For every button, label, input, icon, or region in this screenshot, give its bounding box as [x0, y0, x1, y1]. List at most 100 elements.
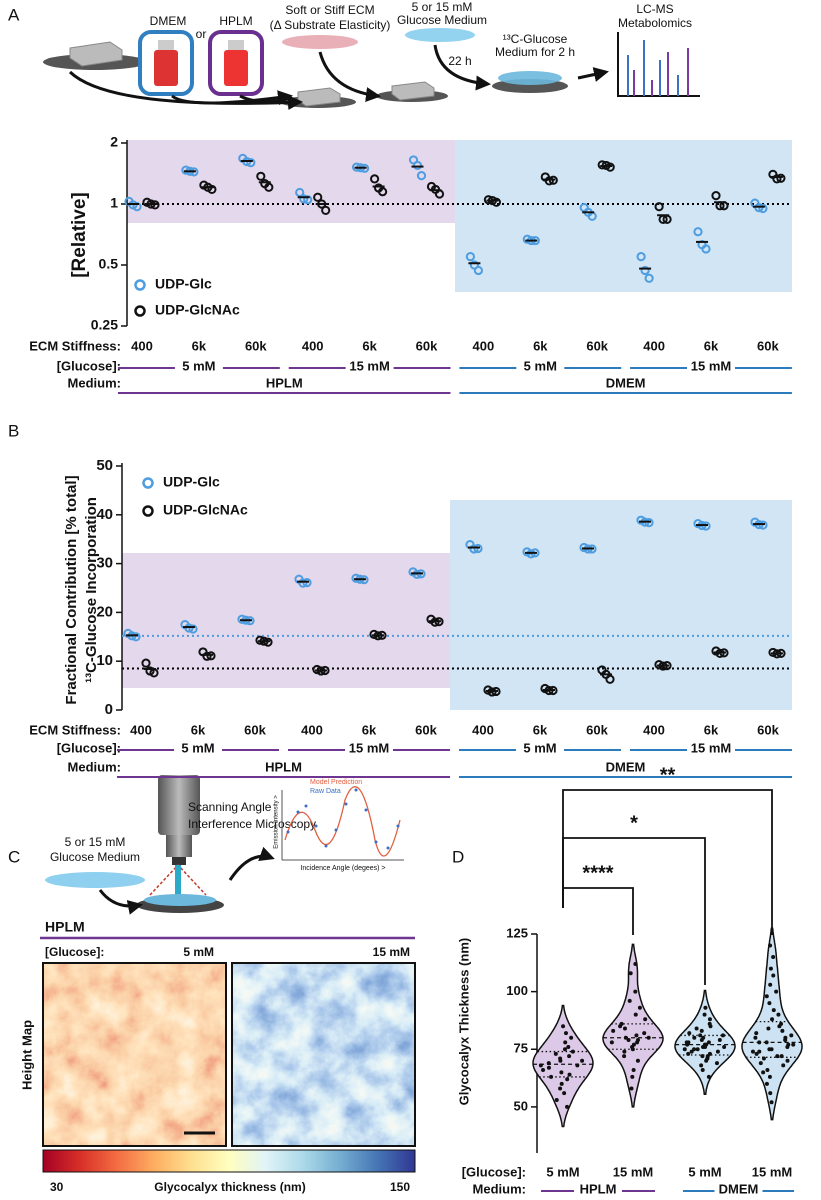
significance-label: ****: [582, 862, 613, 884]
y-tick-label: 0.25: [91, 317, 118, 333]
data-point: [692, 1035, 697, 1040]
data-point: [715, 1049, 720, 1054]
data-point: [635, 1058, 640, 1063]
data-point: [643, 1017, 648, 1022]
data-point: [465, 252, 475, 262]
data-point: [412, 160, 423, 171]
data-point: [776, 173, 786, 183]
data-point: [566, 1044, 571, 1049]
data-point: [636, 252, 646, 262]
data-point: [766, 1026, 771, 1031]
glucose-label: 5 mM: [524, 358, 557, 373]
data-point: [605, 162, 615, 172]
stiffness-label: 400: [643, 722, 665, 737]
violin: [532, 1004, 594, 1128]
stiffness-label: 6k: [362, 338, 377, 353]
panel-c: 5 or 15 mM Glucose Medium Scanning Angle…: [19, 775, 416, 1194]
legend-label: Raw Data: [310, 788, 341, 795]
data-point: [780, 1028, 785, 1033]
data-point: [764, 1040, 769, 1045]
data-point: [767, 1074, 772, 1079]
data-point: [785, 1058, 790, 1063]
stiffness-label: 60k: [416, 338, 438, 353]
data-point: [298, 578, 308, 588]
data-point: [303, 195, 313, 205]
data-point: [702, 1012, 707, 1017]
data-point: [644, 273, 654, 283]
stiffness-label: 400: [302, 338, 324, 353]
data-point: [141, 658, 151, 668]
data-point: [711, 191, 721, 201]
data-point: [370, 174, 380, 184]
data-point: [687, 1031, 692, 1036]
legend-label: UDP-Glc: [155, 276, 212, 292]
data-point: [706, 1074, 711, 1079]
y-tick-label: 0: [105, 701, 113, 718]
data-point: [565, 1077, 570, 1082]
data-point: [570, 1049, 575, 1054]
shaded-region: [455, 140, 792, 292]
y-tick-label: 75: [514, 1041, 528, 1056]
data-point: [561, 1024, 566, 1029]
stiffness-label: 6k: [533, 338, 548, 353]
stiffness-label: 400: [473, 338, 495, 353]
data-point: [764, 994, 769, 999]
data-point: [789, 1033, 794, 1038]
data-point: [559, 1081, 564, 1086]
label: 22 h: [448, 54, 471, 68]
data-point: [378, 187, 388, 197]
data-point: [701, 1035, 706, 1040]
data-point: [609, 1040, 614, 1045]
label: (Δ Substrate Elasticity): [270, 18, 391, 32]
data-point: [630, 1074, 635, 1079]
data-point: [702, 1042, 707, 1047]
data-point: [779, 1021, 784, 1026]
data-point: [626, 1038, 631, 1043]
data-point: [634, 1033, 639, 1038]
data-point: [698, 1033, 703, 1038]
row-label: ECM Stiffness:: [29, 338, 121, 353]
data-point: [767, 1001, 772, 1006]
label: Scanning Angle: [188, 800, 272, 814]
colorbar-title: Glycocalyx thickness (nm): [154, 1180, 305, 1194]
label: Metabolomics: [618, 16, 692, 30]
data-point: [700, 1068, 705, 1073]
row-label: [Glucose]:: [57, 358, 121, 373]
data-point: [131, 632, 141, 642]
y-tick-label: 20: [96, 603, 113, 620]
y-tick-label: 50: [96, 457, 113, 474]
row-label: Medium:: [473, 1181, 526, 1196]
height-map: [232, 963, 415, 1146]
stiffness-label: 60k: [244, 722, 266, 737]
row-label: ECM Stiffness:: [29, 722, 121, 737]
y-axis-label: [Relative]: [69, 192, 90, 278]
data-point: [491, 197, 501, 207]
label: Glucose Medium: [50, 850, 140, 864]
y-axis-label: Glycocalyx Thickness (nm): [456, 938, 471, 1106]
data-point: [686, 1051, 691, 1056]
significance-bracket: [562, 789, 773, 935]
data-point: [768, 1091, 773, 1096]
data-point: [605, 674, 615, 684]
data-point: [546, 1065, 551, 1070]
data-point: [707, 1021, 712, 1026]
data-point: [754, 1051, 759, 1056]
row-label: [Glucose]:: [462, 1164, 526, 1179]
shaded-region: [450, 500, 792, 710]
y-tick-label: 0.5: [99, 256, 119, 272]
data-point: [567, 1054, 572, 1059]
stiffness-label: 6k: [362, 722, 377, 737]
shaded-region: [127, 140, 455, 223]
glucose-label: 15 mM: [349, 358, 389, 373]
data-point: [469, 544, 479, 554]
data-point: [549, 1074, 554, 1079]
data-point: [783, 1035, 788, 1040]
condition-label: 5 mM: [183, 945, 214, 959]
legend-label: UDP-Glc: [163, 474, 220, 490]
data-point: [299, 194, 309, 204]
data-point: [761, 1070, 766, 1075]
data-point: [642, 1031, 647, 1036]
data-point: [633, 989, 638, 994]
data-point: [693, 227, 703, 237]
data-point: [700, 1054, 705, 1059]
